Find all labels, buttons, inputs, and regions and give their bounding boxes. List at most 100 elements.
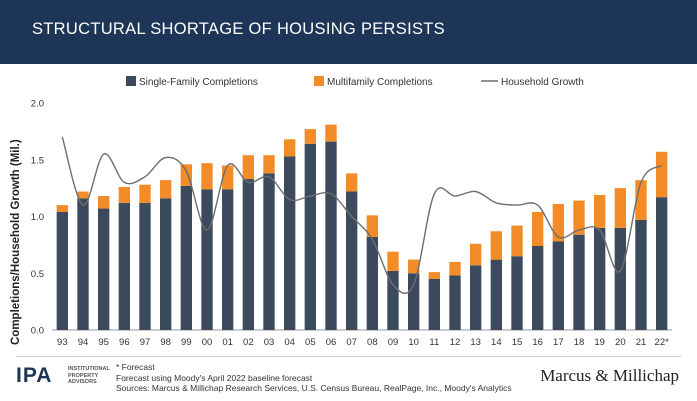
bar-multifamily bbox=[263, 155, 275, 174]
x-tick-label: 98 bbox=[160, 337, 171, 348]
x-tick-label: 16 bbox=[532, 337, 543, 348]
bar-single-family bbox=[449, 275, 461, 330]
bar-single-family bbox=[345, 191, 358, 330]
x-tick-label: 06 bbox=[326, 337, 337, 348]
x-tick-label: 99 bbox=[181, 337, 192, 348]
legend-label-household-growth: Household Growth bbox=[501, 77, 584, 88]
bar-single-family bbox=[655, 197, 668, 330]
x-tick-label: 95 bbox=[98, 337, 109, 348]
ipa-logo-subtitle: INSTITUTIONAL PROPERTY ADVISORS bbox=[68, 366, 110, 385]
x-tick-label: 11 bbox=[429, 337, 439, 348]
x-tick-label: 01 bbox=[222, 337, 233, 348]
bar-single-family bbox=[573, 234, 585, 330]
bar-single-family bbox=[263, 173, 275, 330]
bar-multifamily bbox=[469, 243, 482, 266]
bar-single-family bbox=[56, 211, 69, 330]
bar-single-family bbox=[201, 189, 213, 330]
x-tick-label: 09 bbox=[388, 337, 399, 348]
bar-multifamily bbox=[221, 165, 234, 190]
bar-multifamily bbox=[180, 164, 193, 186]
bar-single-family bbox=[469, 265, 482, 330]
x-tick-label: 17 bbox=[553, 337, 564, 348]
bar-single-family bbox=[304, 143, 317, 330]
bar-multifamily bbox=[283, 139, 296, 157]
page-title: STRUCTURAL SHORTAGE OF HOUSING PERSISTS bbox=[32, 20, 445, 38]
bar-multifamily bbox=[77, 191, 89, 199]
x-tick-label: 96 bbox=[119, 337, 130, 348]
x-tick-label: 14 bbox=[491, 337, 502, 348]
footnote-forecast-source: Forecast using Moody's April 2022 baseli… bbox=[116, 372, 313, 383]
bar-single-family bbox=[635, 219, 647, 330]
bar-single-family bbox=[283, 156, 296, 330]
bar-multifamily bbox=[345, 173, 358, 192]
marcus-millichap-logo: Marcus & Millichap bbox=[540, 366, 679, 385]
bar-single-family bbox=[325, 141, 337, 330]
x-tick-label: 20 bbox=[615, 337, 626, 348]
bar-single-family bbox=[221, 189, 234, 330]
bar-single-family bbox=[97, 208, 110, 330]
footer-divider bbox=[16, 356, 681, 357]
x-tick-label: 93 bbox=[57, 337, 68, 348]
bar-single-family bbox=[366, 236, 379, 330]
bar-multifamily bbox=[242, 155, 255, 180]
bar-multifamily bbox=[428, 272, 441, 279]
bar-multifamily bbox=[201, 163, 213, 190]
y-tick-label: 0.0 bbox=[31, 326, 44, 337]
bar-single-family bbox=[407, 273, 420, 330]
y-tick-label: 1.5 bbox=[31, 155, 44, 166]
bar-single-family bbox=[180, 185, 193, 330]
bar-single-family bbox=[614, 227, 627, 330]
bar-multifamily bbox=[97, 196, 110, 209]
bar-single-family bbox=[242, 179, 255, 330]
bar-multifamily bbox=[593, 194, 606, 228]
y-tick-label: 2.0 bbox=[31, 99, 44, 110]
bar-multifamily bbox=[655, 151, 668, 198]
x-tick-label: 19 bbox=[594, 337, 605, 348]
chart-area: 0.0 0.5 1.0 1.5 2.0 93 94 95 96 97 98 99 00 01 02 03 04 0… bbox=[31, 76, 672, 348]
bar-single-family bbox=[593, 227, 606, 330]
bar-multifamily bbox=[614, 188, 627, 228]
bar-multifamily bbox=[449, 261, 461, 276]
bar-single-family bbox=[511, 256, 523, 330]
legend-label-multifamily: Multifamily Completions bbox=[327, 77, 433, 88]
x-tick-label: 15 bbox=[512, 337, 523, 348]
footnote-sources: Sources: Marcus & Millichap Research Ser… bbox=[116, 383, 512, 393]
x-tick-label: 97 bbox=[140, 337, 151, 348]
y-tick-label: 0.5 bbox=[31, 269, 44, 280]
ipa-logo-mark: IPA bbox=[16, 364, 53, 387]
x-tick-label: 12 bbox=[450, 337, 461, 348]
x-tick-label: 22* bbox=[655, 337, 670, 348]
x-tick-label: 18 bbox=[574, 337, 585, 348]
bar-multifamily bbox=[511, 225, 523, 257]
bar-multifamily bbox=[490, 231, 503, 260]
footnotes: * Forecast Forecast using Moody's April … bbox=[116, 362, 512, 394]
x-tick-label: 08 bbox=[367, 337, 378, 348]
footnote-forecast: * Forecast bbox=[116, 362, 155, 372]
bar-single-family bbox=[552, 241, 565, 330]
bar-multifamily bbox=[552, 204, 565, 242]
bar-single-family bbox=[118, 202, 131, 330]
bar-multifamily bbox=[139, 184, 151, 203]
x-tick-label: 94 bbox=[78, 337, 89, 348]
bar-multifamily bbox=[573, 200, 585, 235]
legend-label-single-family: Single-Family Completions bbox=[139, 77, 258, 88]
x-tick-label: 02 bbox=[243, 337, 254, 348]
bar-multifamily bbox=[387, 251, 399, 271]
bar-multifamily bbox=[325, 124, 337, 142]
bar-multifamily bbox=[407, 259, 420, 274]
bar-single-family bbox=[77, 198, 89, 330]
bar-single-family bbox=[387, 270, 399, 330]
bar-single-family bbox=[159, 198, 172, 330]
bar-multifamily bbox=[366, 215, 379, 237]
bar-multifamily bbox=[118, 186, 131, 203]
x-tick-label: 04 bbox=[284, 337, 295, 348]
header-banner: STRUCTURAL SHORTAGE OF HOUSING PERSISTS bbox=[0, 0, 697, 64]
x-tick-label: 00 bbox=[202, 337, 213, 348]
bar-multifamily bbox=[635, 180, 647, 220]
x-tick-label: 03 bbox=[264, 337, 275, 348]
x-tick-label: 10 bbox=[408, 337, 419, 348]
bar-multifamily bbox=[304, 129, 317, 144]
x-tick-label: 07 bbox=[346, 337, 357, 348]
legend-swatch-single-family bbox=[126, 76, 136, 86]
y-tick-label: 1.0 bbox=[31, 212, 44, 223]
